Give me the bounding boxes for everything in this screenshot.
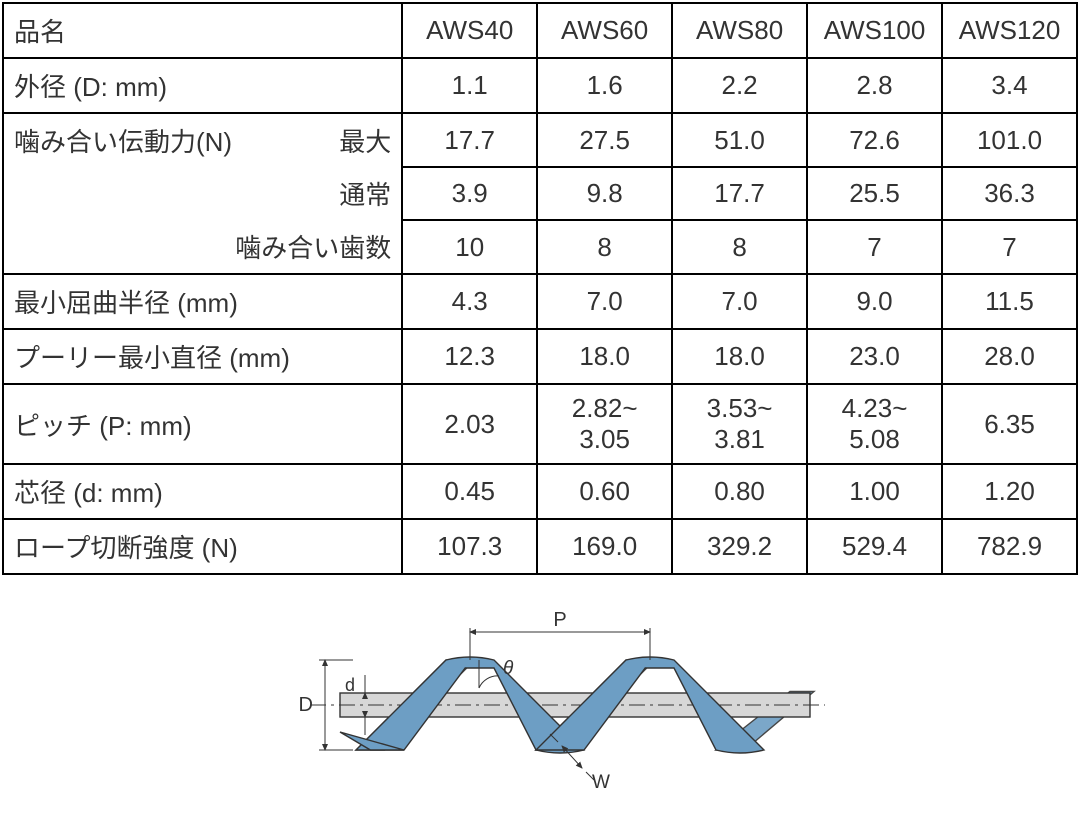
data-cell: 2.03 <box>402 384 537 464</box>
data-cell: 3.9 <box>402 167 537 220</box>
data-cell: 4.23~ 5.08 <box>807 384 942 464</box>
helix-diagram: P Dd θ W <box>0 585 1080 825</box>
row-label-composite: 噛み合い伝動力(N) 最大 <box>3 113 402 167</box>
row-label: 最小屈曲半径 (mm) <box>3 274 402 329</box>
data-cell: 0.60 <box>537 464 672 519</box>
data-cell: 7.0 <box>537 274 672 329</box>
svg-text:d: d <box>345 675 355 695</box>
data-cell: 7.0 <box>672 274 807 329</box>
data-cell: 0.80 <box>672 464 807 519</box>
row-label-sub: 通常 <box>3 167 402 220</box>
data-cell: 17.7 <box>672 167 807 220</box>
data-cell: 2.8 <box>807 58 942 113</box>
svg-text:P: P <box>553 609 566 631</box>
row-label: ロープ切断強度 (N) <box>3 519 402 574</box>
row-label: プーリー最小直径 (mm) <box>3 329 402 384</box>
svg-text:θ: θ <box>503 658 514 679</box>
data-cell: 17.7 <box>402 113 537 167</box>
row-label: ピッチ (P: mm) <box>3 384 402 464</box>
data-cell: 12.3 <box>402 329 537 384</box>
data-cell: 9.0 <box>807 274 942 329</box>
data-cell: 7 <box>942 220 1077 274</box>
data-cell: 107.3 <box>402 519 537 574</box>
data-cell: 10 <box>402 220 537 274</box>
data-cell: 529.4 <box>807 519 942 574</box>
svg-text:D: D <box>299 694 313 716</box>
data-cell: 51.0 <box>672 113 807 167</box>
data-cell: 1.1 <box>402 58 537 113</box>
data-cell: 2.2 <box>672 58 807 113</box>
row-label-sub: 最大 <box>339 122 391 159</box>
header-name: 品名 <box>3 3 402 58</box>
data-cell: 4.3 <box>402 274 537 329</box>
row-label: 芯径 (d: mm) <box>3 464 402 519</box>
data-cell: 8 <box>672 220 807 274</box>
data-cell: 101.0 <box>942 113 1077 167</box>
data-cell: 28.0 <box>942 329 1077 384</box>
data-cell: 2.82~ 3.05 <box>537 384 672 464</box>
data-cell: 7 <box>807 220 942 274</box>
col-header: AWS80 <box>672 3 807 58</box>
data-cell: 329.2 <box>672 519 807 574</box>
data-cell: 27.5 <box>537 113 672 167</box>
data-cell: 18.0 <box>672 329 807 384</box>
data-cell: 782.9 <box>942 519 1077 574</box>
row-label: 外径 (D: mm) <box>3 58 402 113</box>
svg-text:W: W <box>592 772 610 793</box>
data-cell: 1.00 <box>807 464 942 519</box>
spec-table: 品名 AWS40 AWS60 AWS80 AWS100 AWS120 外径 (D… <box>2 2 1078 575</box>
data-cell: 6.35 <box>942 384 1077 464</box>
data-cell: 0.45 <box>402 464 537 519</box>
data-cell: 18.0 <box>537 329 672 384</box>
col-header: AWS40 <box>402 3 537 58</box>
data-cell: 23.0 <box>807 329 942 384</box>
data-cell: 1.6 <box>537 58 672 113</box>
col-header: AWS100 <box>807 3 942 58</box>
data-cell: 8 <box>537 220 672 274</box>
data-cell: 11.5 <box>942 274 1077 329</box>
data-cell: 3.53~ 3.81 <box>672 384 807 464</box>
row-label-main: 噛み合い伝動力(N) <box>14 127 232 157</box>
data-cell: 169.0 <box>537 519 672 574</box>
data-cell: 72.6 <box>807 113 942 167</box>
data-cell: 25.5 <box>807 167 942 220</box>
col-header: AWS120 <box>942 3 1077 58</box>
data-cell: 3.4 <box>942 58 1077 113</box>
data-cell: 9.8 <box>537 167 672 220</box>
row-label-sub: 噛み合い歯数 <box>3 220 402 274</box>
data-cell: 36.3 <box>942 167 1077 220</box>
data-cell: 1.20 <box>942 464 1077 519</box>
col-header: AWS60 <box>537 3 672 58</box>
